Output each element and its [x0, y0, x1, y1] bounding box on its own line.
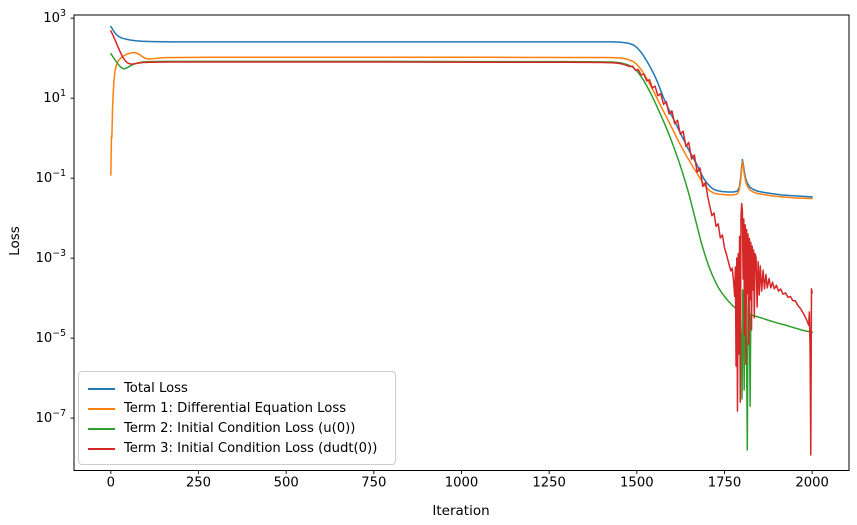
x-tick-label: 1500: [620, 476, 654, 491]
x-tick-label: 1250: [532, 476, 566, 491]
legend-label: Total Loss: [124, 381, 188, 396]
series-line: [110, 30, 813, 456]
legend-line-icon: [88, 427, 115, 430]
legend: Total Loss Term 1: Differential Equation…: [78, 371, 396, 465]
x-tick-label: 1750: [708, 476, 742, 491]
legend-line-icon: [88, 447, 115, 450]
legend-item-total-loss: Total Loss: [88, 380, 385, 397]
x-tick-label: 750: [361, 476, 386, 491]
x-tick-label: 2000: [795, 476, 829, 491]
x-tick-label: 500: [274, 476, 299, 491]
legend-item-term3: Term 3: Initial Condition Loss (dudt(0)): [88, 440, 385, 457]
legend-item-term1: Term 1: Differential Equation Loss: [88, 400, 385, 417]
x-tick-label: 250: [186, 476, 211, 491]
legend-line-icon: [88, 387, 115, 390]
y-tick-label: 101: [43, 88, 66, 106]
plot-lines: [110, 25, 813, 456]
legend-item-term2: Term 2: Initial Condition Loss (u(0)): [88, 420, 385, 437]
x-axis-label: Iteration: [432, 503, 490, 519]
y-tick-label: 10−3: [36, 248, 67, 266]
y-axis-ticks: 103 101 10−1 10−3 10−5 10−7: [36, 8, 74, 426]
y-tick-label: 10−7: [36, 408, 67, 426]
legend-label: Term 2: Initial Condition Loss (u(0)): [124, 421, 356, 436]
legend-line-icon: [88, 407, 115, 410]
x-tick-label: 0: [107, 476, 115, 491]
legend-label: Term 3: Initial Condition Loss (dudt(0)): [124, 441, 378, 456]
series-line: [110, 51, 813, 200]
y-tick-label: 10−1: [36, 168, 67, 186]
y-axis-label: Loss: [7, 226, 23, 256]
legend-label: Term 1: Differential Equation Loss: [124, 401, 347, 416]
x-tick-label: 1000: [445, 476, 479, 491]
y-tick-label: 10−5: [36, 328, 67, 346]
series-line: [110, 25, 813, 198]
x-axis-ticks: 0 250 500 750 1000 1250 1500 1750 2000: [107, 470, 829, 491]
y-tick-label: 103: [43, 8, 66, 26]
